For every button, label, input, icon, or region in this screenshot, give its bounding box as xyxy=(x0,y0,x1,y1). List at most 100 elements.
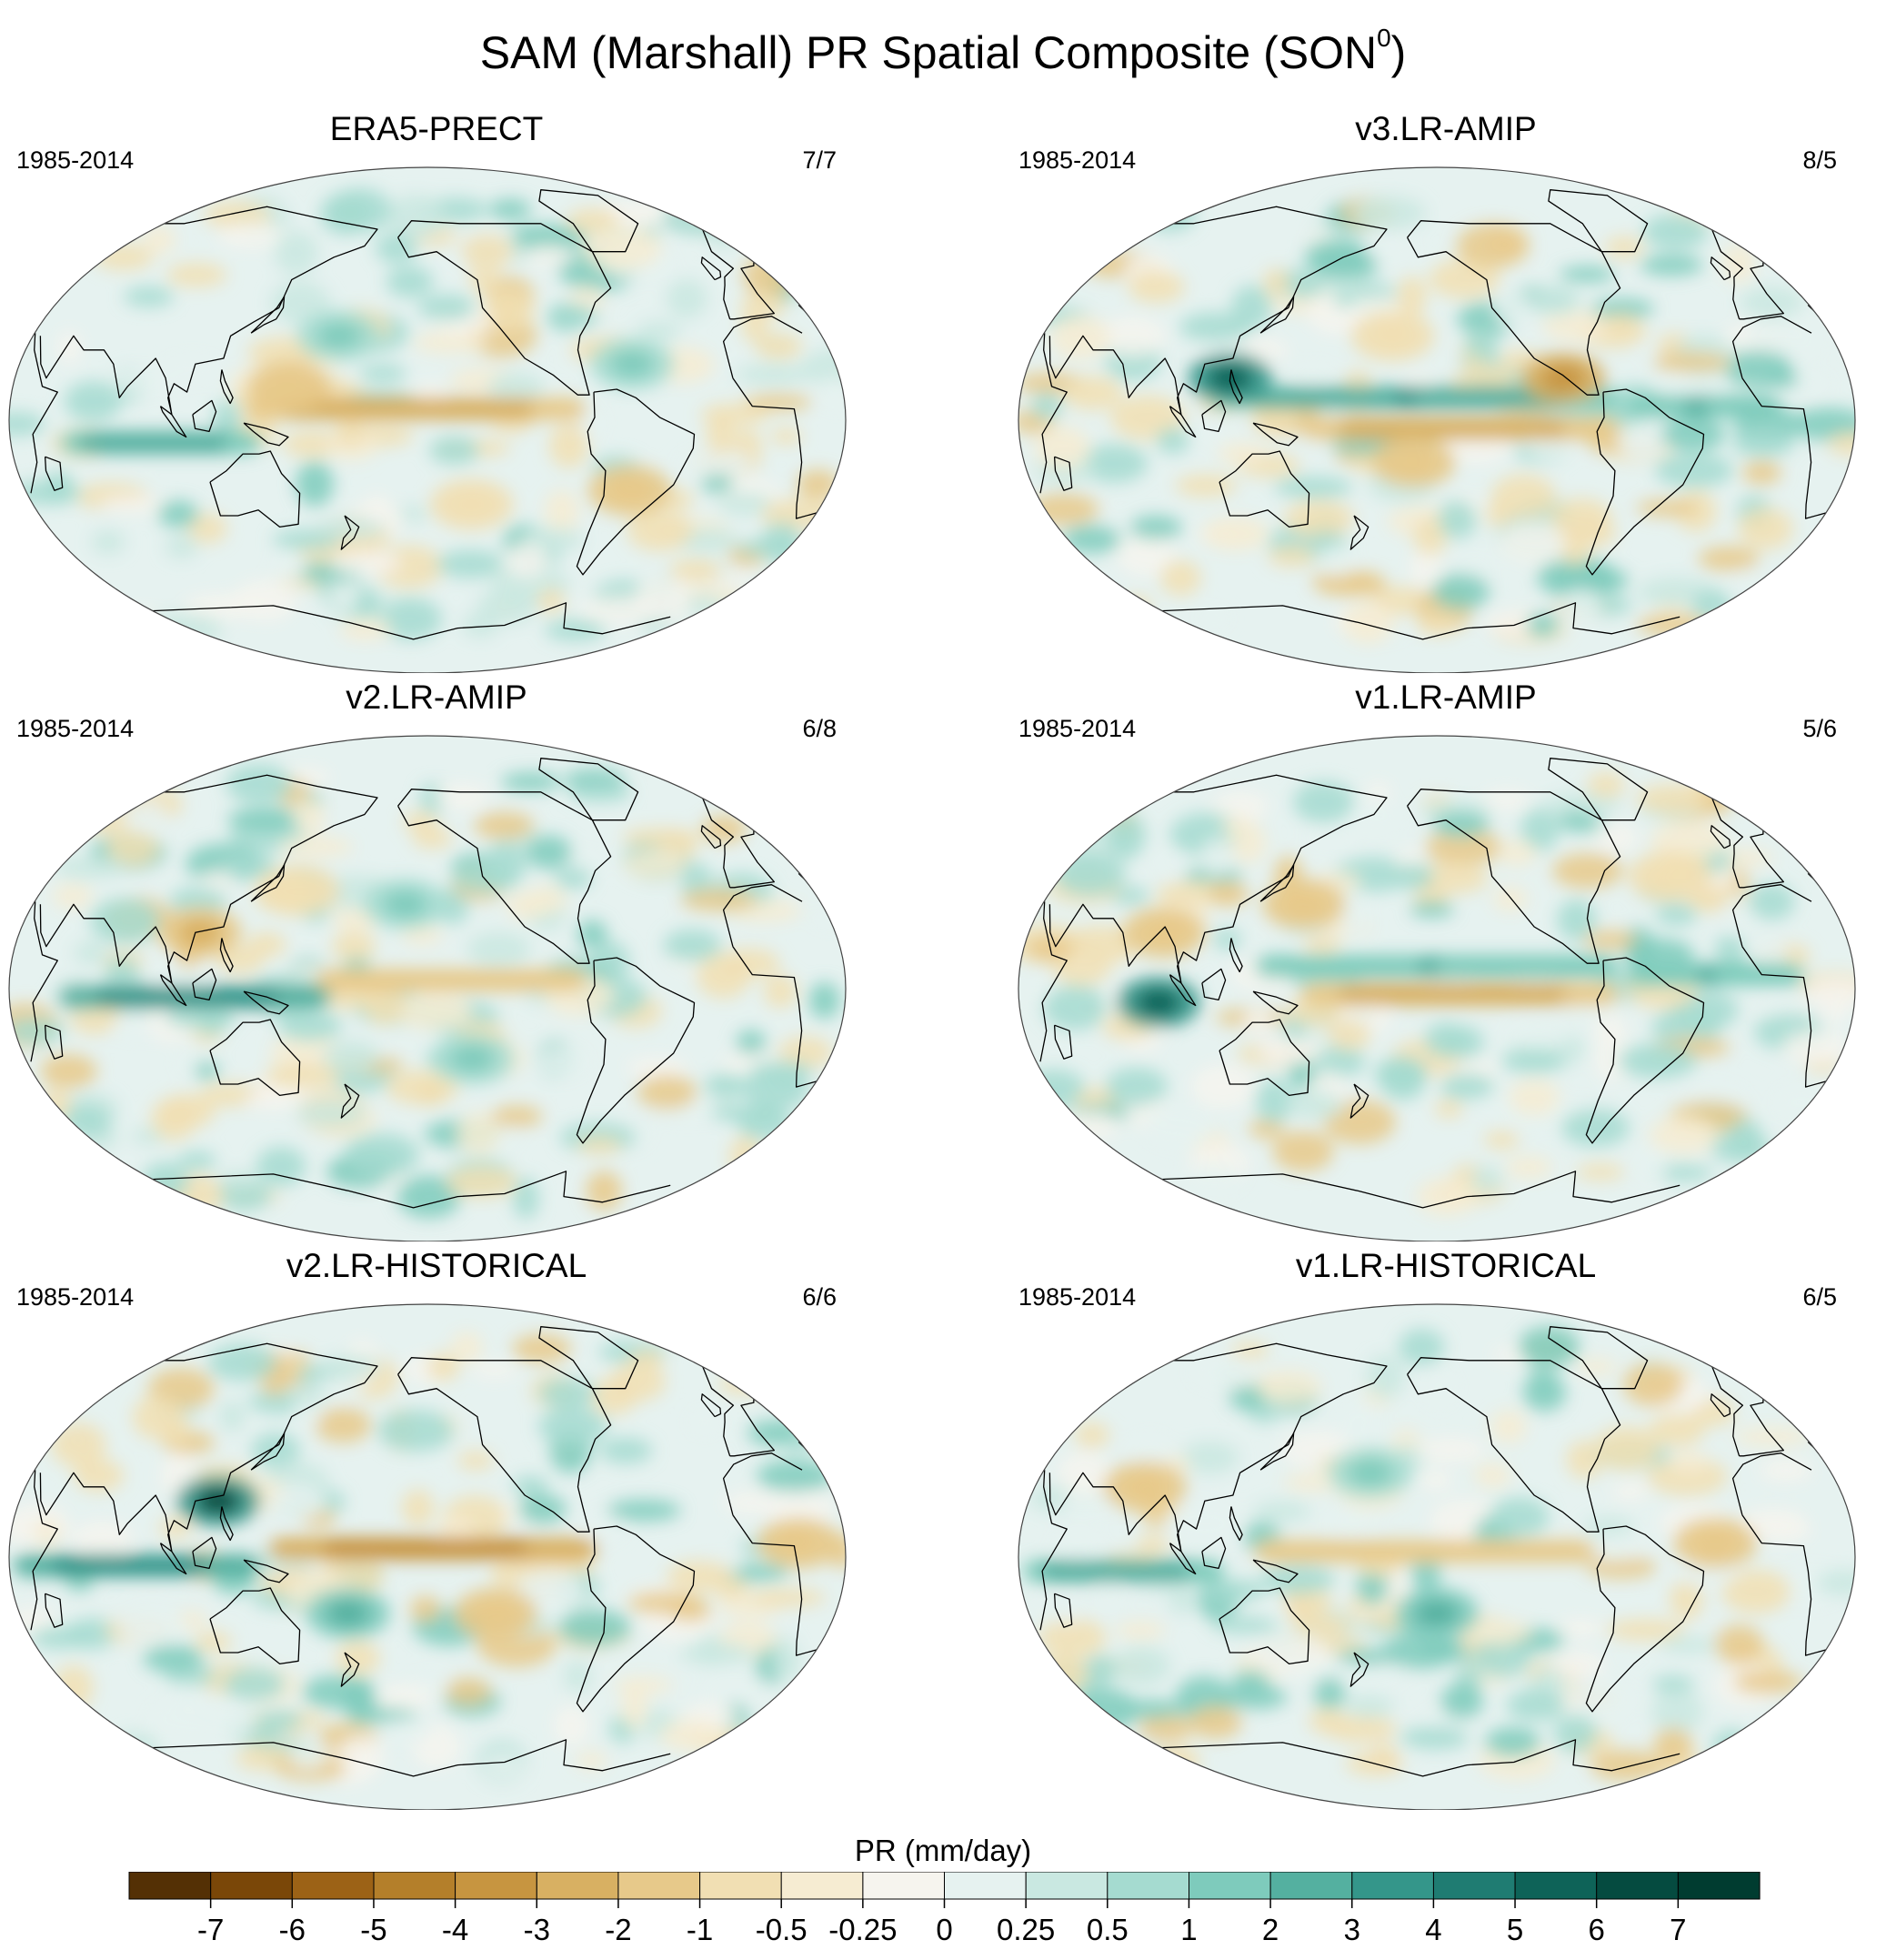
anomaly-patch xyxy=(667,1560,734,1593)
anomaly-patch xyxy=(575,1751,608,1770)
anomaly-patch xyxy=(637,321,682,341)
anomaly-patch xyxy=(379,1718,431,1744)
anomaly-patch xyxy=(1660,417,1726,452)
anomaly-blob-core xyxy=(1693,1529,1738,1557)
anomaly-band-segment xyxy=(222,430,263,455)
anomaly-patch xyxy=(73,940,109,965)
colorbar-bin xyxy=(1596,1872,1679,1900)
anomaly-patch xyxy=(1096,1574,1125,1615)
panel-era5: ERA5-PRECT 1985-2014 7/7 xyxy=(0,109,909,673)
anomaly-patch xyxy=(637,1074,697,1111)
coastline xyxy=(700,1393,722,1418)
panel-v3-amip: v3.LR-AMIP 1985-2014 8/5 xyxy=(1009,109,1886,673)
anomaly-patch xyxy=(1828,432,1855,457)
anomaly-patch xyxy=(1125,1699,1178,1720)
coastline xyxy=(1153,602,1680,640)
anomaly-patch xyxy=(412,827,453,849)
anomaly-patch xyxy=(663,929,722,962)
anomaly-patch xyxy=(1712,1729,1751,1766)
anomaly-patch xyxy=(577,596,657,625)
anomaly-patch xyxy=(1365,781,1391,805)
anomaly-patch xyxy=(757,1459,834,1493)
coastline xyxy=(576,388,696,576)
colorbar-bin xyxy=(1432,1872,1516,1900)
anomaly-field xyxy=(1018,771,1855,1217)
anomaly-patch xyxy=(274,231,318,275)
colorbar-bin xyxy=(617,1872,701,1900)
anomaly-patch xyxy=(256,1711,304,1731)
anomaly-patch xyxy=(1604,236,1644,259)
panel-title: v1.LR-HISTORICAL xyxy=(1295,1247,1597,1284)
anomaly-blob-core xyxy=(1391,448,1436,477)
anomaly-patch xyxy=(1273,476,1353,498)
anomaly-band-segment xyxy=(1579,417,1620,441)
colorbar-tick-label: 4 xyxy=(1425,1913,1441,1946)
anomaly-patch xyxy=(364,983,406,1026)
anomaly-blob-core xyxy=(316,322,361,350)
coastline xyxy=(576,1525,696,1713)
anomaly-patch xyxy=(777,1036,833,1070)
anomaly-patch xyxy=(1322,1507,1379,1535)
anomaly-patch xyxy=(271,1483,327,1521)
coastline xyxy=(44,1024,64,1060)
figure-title: SAM (Marshall) PR Spatial Composite (SON… xyxy=(479,24,1407,79)
coastline xyxy=(192,1536,217,1570)
anomaly-patch xyxy=(1606,1619,1685,1641)
coastline xyxy=(1229,1506,1243,1542)
anomaly-patch xyxy=(1113,1646,1171,1686)
panel-count: 8/5 xyxy=(1802,146,1837,174)
anomaly-patch xyxy=(583,226,662,270)
anomaly-patch xyxy=(1420,1367,1458,1409)
colorbar-tick-label: -5 xyxy=(360,1913,386,1946)
anomaly-patch xyxy=(71,1520,134,1560)
anomaly-patch xyxy=(1399,1726,1469,1750)
anomaly-patch xyxy=(735,364,811,386)
anomaly-patch xyxy=(436,549,505,578)
coastline xyxy=(1407,1357,1621,1533)
panel-title: v2.LR-AMIP xyxy=(346,678,527,716)
panel-map xyxy=(8,1303,847,1810)
anomaly-patch xyxy=(1115,1621,1166,1640)
colorbar-tick-label: 0.5 xyxy=(1087,1913,1129,1946)
coastline xyxy=(1229,369,1243,405)
anomaly-patch xyxy=(808,981,840,1020)
anomaly-patch xyxy=(1142,196,1197,232)
anomaly-patch xyxy=(118,1606,186,1646)
anomaly-patch xyxy=(477,588,537,625)
anomaly-patch xyxy=(1650,819,1727,860)
anomaly-patch xyxy=(1580,1534,1649,1562)
anomaly-patch xyxy=(1492,886,1529,912)
coastline xyxy=(1219,1019,1310,1097)
anomaly-patch xyxy=(1494,289,1532,328)
anomaly-patch xyxy=(1632,1143,1667,1188)
anomaly-patch xyxy=(1561,1108,1630,1147)
anomaly-patch xyxy=(1290,363,1338,385)
anomaly-patch xyxy=(1316,545,1356,578)
anomaly-patch xyxy=(1442,1026,1484,1060)
anomaly-band-segment xyxy=(1764,962,1805,987)
panel-title: v2.LR-HISTORICAL xyxy=(286,1247,587,1284)
anomaly-patch xyxy=(277,1010,342,1041)
anomaly-patch xyxy=(1180,1441,1239,1474)
anomaly-patch xyxy=(1179,1165,1246,1195)
anomaly-patch xyxy=(220,854,276,879)
anomaly-patch xyxy=(763,974,798,1009)
anomaly-patch xyxy=(1506,1689,1567,1722)
anomaly-patch xyxy=(621,1685,647,1730)
anomaly-patch xyxy=(1049,315,1110,360)
anomaly-patch xyxy=(1585,1555,1657,1579)
coastline xyxy=(1710,256,1731,281)
anomaly-patch xyxy=(338,1735,386,1776)
anomaly-blob-core xyxy=(1415,1599,1459,1627)
anomaly-patch xyxy=(526,835,572,869)
anomaly-patch xyxy=(1733,1670,1804,1694)
anomaly-patch xyxy=(323,1040,379,1073)
anomaly-band-segment xyxy=(558,1536,598,1561)
anomaly-patch xyxy=(1189,1354,1265,1390)
coastline xyxy=(1710,1393,1731,1418)
anomaly-patch xyxy=(336,1641,380,1676)
map-outline xyxy=(8,1303,847,1810)
anomaly-patch xyxy=(194,1061,220,1080)
anomaly-patch xyxy=(1649,1116,1719,1154)
anomaly-patch xyxy=(1489,1497,1550,1537)
